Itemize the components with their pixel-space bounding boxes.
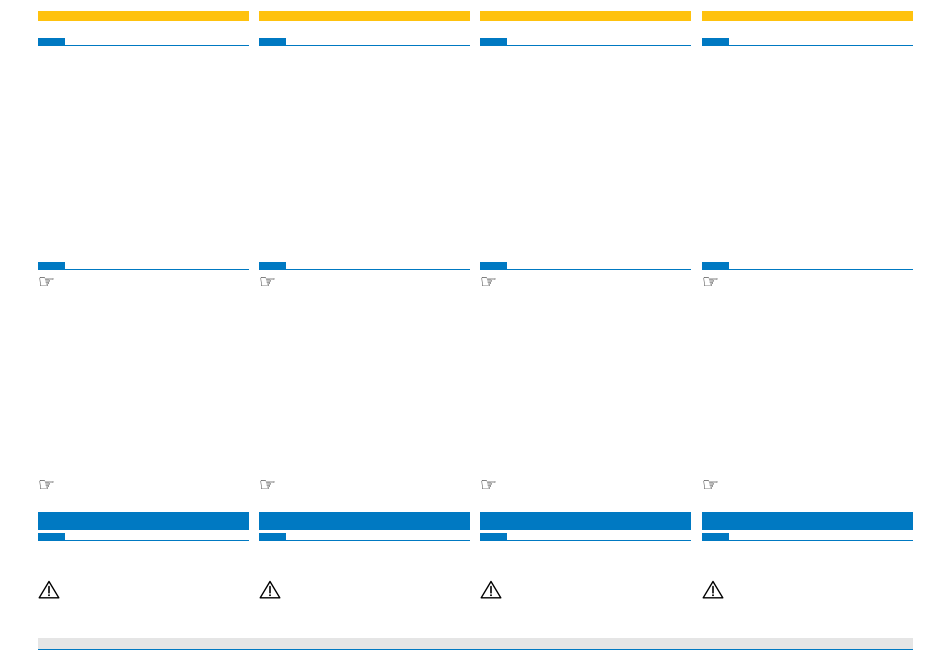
page-column-1 <box>38 0 249 655</box>
section-rule <box>259 540 470 541</box>
footer-rule <box>38 649 913 650</box>
section-header <box>702 262 913 271</box>
section-tab <box>702 262 729 269</box>
section-header <box>702 533 913 542</box>
footer-bar <box>38 638 913 649</box>
section-rule <box>38 45 249 46</box>
warning-triangle-icon <box>480 580 502 599</box>
section-rule <box>38 269 249 270</box>
pointing-hand-icon <box>702 275 726 289</box>
section-header <box>259 533 470 542</box>
pointing-hand-icon <box>259 275 283 289</box>
section-rule <box>259 45 470 46</box>
section-header <box>480 38 691 47</box>
warning-triangle-icon <box>38 580 60 599</box>
section-rule <box>480 269 691 270</box>
pointing-hand-icon <box>480 478 504 492</box>
section-rule <box>38 540 249 541</box>
chapter-bar <box>702 512 913 530</box>
section-tab <box>480 533 507 540</box>
header-color-bar <box>38 11 249 21</box>
section-rule <box>702 45 913 46</box>
warning-triangle-icon <box>259 580 281 599</box>
section-header <box>38 533 249 542</box>
page-column-2 <box>259 0 470 655</box>
pointing-hand-icon <box>259 478 283 492</box>
header-color-bar <box>480 11 691 21</box>
chapter-bar <box>480 512 691 530</box>
section-rule <box>702 540 913 541</box>
section-tab <box>38 38 65 45</box>
section-header <box>259 262 470 271</box>
section-header <box>38 262 249 271</box>
section-header <box>259 38 470 47</box>
chapter-bar <box>38 512 249 530</box>
section-tab <box>259 262 286 269</box>
section-header <box>38 38 249 47</box>
header-color-bar <box>702 11 913 21</box>
page-column-4 <box>702 0 913 655</box>
pointing-hand-icon <box>38 478 62 492</box>
section-header <box>480 262 691 271</box>
section-rule <box>480 45 691 46</box>
section-header <box>480 533 691 542</box>
section-rule <box>702 269 913 270</box>
pointing-hand-icon <box>702 478 726 492</box>
section-tab <box>702 38 729 45</box>
section-header <box>702 38 913 47</box>
header-color-bar <box>259 11 470 21</box>
pointing-hand-icon <box>38 275 62 289</box>
chapter-bar <box>259 512 470 530</box>
section-tab <box>480 262 507 269</box>
section-tab <box>480 38 507 45</box>
section-tab <box>38 533 65 540</box>
section-rule <box>480 540 691 541</box>
page-column-3 <box>480 0 691 655</box>
section-tab <box>259 38 286 45</box>
pointing-hand-icon <box>480 275 504 289</box>
section-tab <box>38 262 65 269</box>
section-tab <box>259 533 286 540</box>
section-tab <box>702 533 729 540</box>
warning-triangle-icon <box>702 580 724 599</box>
section-rule <box>259 269 470 270</box>
